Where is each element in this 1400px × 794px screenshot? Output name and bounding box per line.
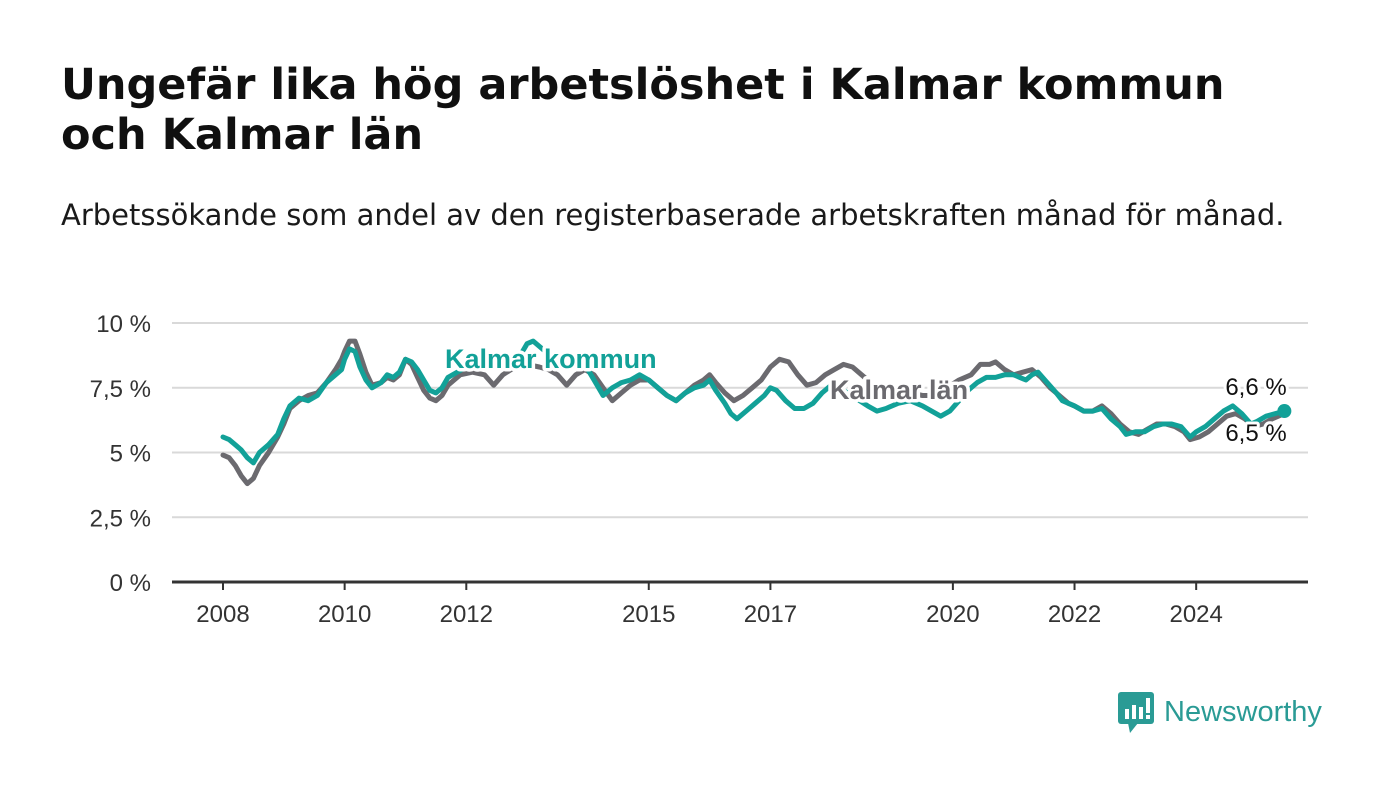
x-tick-label: 2010 bbox=[318, 601, 371, 628]
newsworthy-logo: Newsworthy bbox=[1118, 690, 1322, 734]
x-tick-label: 2012 bbox=[440, 601, 493, 628]
end-marker-kalmar-kommun bbox=[1277, 404, 1292, 419]
series-line-kalmar-lan bbox=[220, 338, 1287, 487]
x-tick-label: 2008 bbox=[196, 601, 249, 628]
series-label-kalmar-kommun: Kalmar kommun bbox=[445, 344, 657, 374]
y-tick-label: 0 % bbox=[110, 570, 151, 597]
x-tick-label: 2015 bbox=[622, 601, 675, 628]
end-value-kalmar-kommun: 6,6 % bbox=[1225, 374, 1286, 401]
brand-name: Newsworthy bbox=[1164, 695, 1322, 728]
y-tick-label: 5 % bbox=[110, 441, 151, 468]
y-tick-label: 10 % bbox=[96, 311, 151, 338]
end-value-kalmar-lan: 6,5 % bbox=[1225, 420, 1286, 447]
series-line-kalmar-kommun bbox=[220, 338, 1287, 466]
gridlines bbox=[172, 322, 1308, 519]
series-label-kalmar-lan: Kalmar län bbox=[830, 375, 968, 405]
y-axis-tick-labels: 0 % 2,5 % 5 % 7,5 % 10 % bbox=[90, 311, 151, 597]
x-tick-label: 2024 bbox=[1169, 601, 1222, 628]
x-axis: 2008 2010 2012 2015 2017 2020 2022 2024 bbox=[172, 580, 1308, 628]
y-tick-label: 2,5 % bbox=[90, 505, 151, 532]
x-tick-label: 2022 bbox=[1048, 601, 1101, 628]
x-tick-label: 2017 bbox=[744, 601, 797, 628]
bar-chart-bubble-icon bbox=[1118, 692, 1154, 733]
series-lines bbox=[220, 338, 1292, 487]
y-tick-label: 7,5 % bbox=[90, 376, 151, 403]
series-labels: Kalmar kommun Kalmar län 6,6 % 6,5 % bbox=[442, 341, 1290, 451]
chart-title: Ungefär lika hög arbetslöshet i Kalmar k… bbox=[61, 60, 1225, 160]
chart-subtitle: Arbetssökande som andel av den registerb… bbox=[61, 198, 1285, 232]
x-tick-label: 2020 bbox=[926, 601, 979, 628]
